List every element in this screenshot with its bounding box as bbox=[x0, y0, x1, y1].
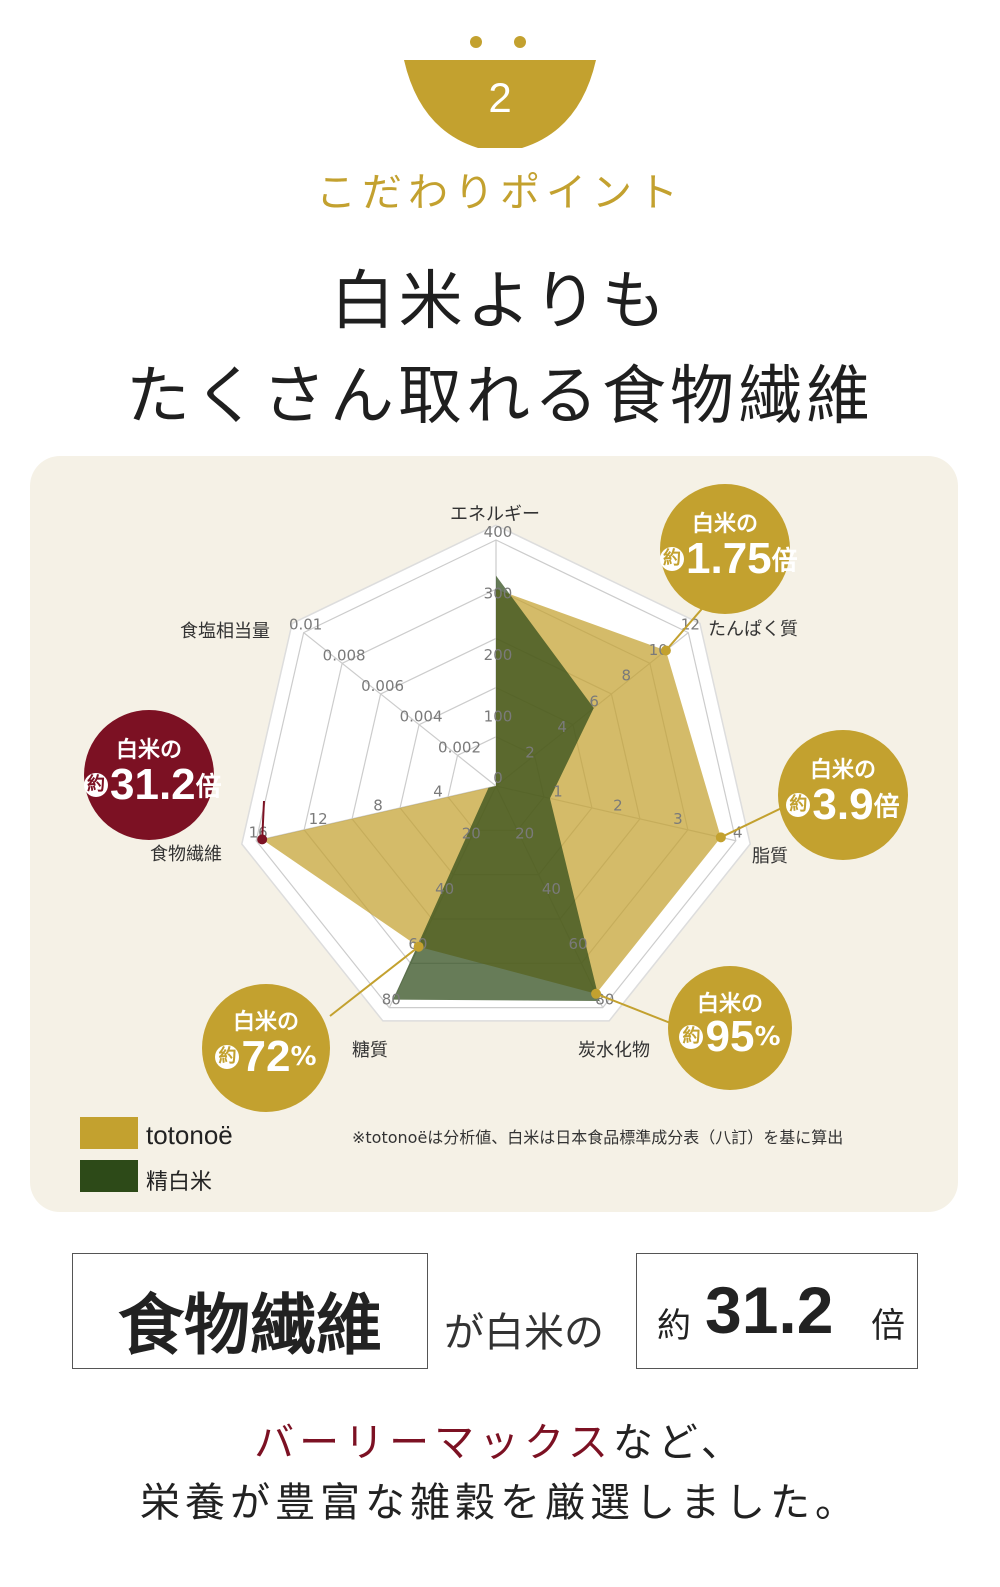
legend-label-white-rice: 精白米 bbox=[146, 1170, 213, 1195]
tick-label-axis4-2: 40 bbox=[542, 880, 561, 898]
callout-dot-3 bbox=[591, 988, 602, 999]
legend-swatch-totonoe bbox=[80, 1117, 138, 1149]
axis-label-protein: たんぱく質 bbox=[708, 619, 798, 640]
closing-accent: バーリーマックス bbox=[254, 1420, 613, 1466]
summary-value: 31.2 bbox=[705, 1273, 834, 1347]
axis-label-carbohydrate: 炭水化物 bbox=[578, 1040, 650, 1061]
tick-label-axis5-1: 20 bbox=[462, 824, 481, 842]
tick-label-axis1-4: 300 bbox=[484, 585, 513, 603]
radar-spoke-7 bbox=[303, 632, 497, 787]
radar-grid-ring-5 bbox=[255, 539, 737, 1009]
closing-line1-rest: など、 bbox=[612, 1420, 746, 1466]
tick-label-axis4-3: 60 bbox=[569, 935, 588, 953]
tick-label-axis5-4: 80 bbox=[382, 991, 401, 1009]
tick-label-axis1-2: 100 bbox=[484, 708, 513, 726]
page-title-line2: たくさん取れる食物繊維 bbox=[126, 360, 874, 434]
callout-dot-1 bbox=[660, 645, 671, 656]
summary-box-ratio: 約 31.2 倍 bbox=[636, 1253, 918, 1369]
callout-protein: 白米の 約 1.75倍 bbox=[660, 484, 798, 614]
callout-dot-4 bbox=[413, 941, 424, 952]
bowl-icon bbox=[404, 60, 596, 148]
series-area-2 bbox=[393, 575, 600, 1001]
closing-line1: バーリーマックスなど、 bbox=[0, 1410, 1000, 1468]
tick-label-axis7-5: 0.01 bbox=[289, 616, 322, 634]
chart-footnote: ※totonoëは分析値、白米は日本食品標準成分表（八訂）を基に算出 bbox=[352, 1128, 844, 1147]
callout-connector-4 bbox=[329, 945, 420, 1017]
summary-box-fiber: 食物繊維 bbox=[72, 1253, 428, 1369]
tick-label-axis7-2: 0.004 bbox=[400, 708, 443, 726]
tick-label-axis2-3: 6 bbox=[589, 692, 599, 710]
callout-connector-2 bbox=[720, 803, 791, 839]
bowl-eyes-icon bbox=[470, 36, 530, 50]
tick-label-axis3-1: 1 bbox=[553, 783, 563, 801]
tick-label-axis7-1: 0.002 bbox=[438, 738, 481, 756]
point-number: 2 bbox=[488, 74, 512, 121]
summary-fiber-text: 食物繊維 bbox=[118, 1287, 382, 1364]
tick-label-axis1-5: 400 bbox=[484, 523, 513, 541]
callout-fat: 白米の 約 3.9倍 bbox=[778, 730, 908, 860]
tick-label-axis6-1: 4 bbox=[433, 783, 443, 801]
tick-label-axis2-2: 4 bbox=[557, 718, 567, 736]
summary-middle-text: が白米の bbox=[444, 1310, 604, 1356]
axis-label-fat: 脂質 bbox=[752, 846, 788, 867]
summary-suffix: 倍 bbox=[871, 1306, 905, 1346]
tick-label-axis5-2: 40 bbox=[435, 880, 454, 898]
point-label: こだわりポイント bbox=[316, 170, 684, 216]
tick-label-axis6-2: 8 bbox=[373, 796, 383, 814]
radar-chart: 0100200300400246810121234204060802040608… bbox=[240, 523, 791, 1027]
callout-carbohydrate: 白米の 約 95% bbox=[668, 966, 792, 1090]
summary-prefix: 約 bbox=[657, 1306, 691, 1346]
tick-label-axis1-3: 200 bbox=[484, 646, 513, 664]
callout-dot-2 bbox=[715, 832, 726, 843]
callout-dot-5 bbox=[257, 834, 268, 845]
tick-label-axis3-3: 3 bbox=[673, 810, 683, 828]
callout-fiber: 白米の 約 31.2倍 bbox=[84, 710, 222, 840]
tick-label-axis2-5: 10 bbox=[649, 641, 668, 659]
tick-label-axis3-4: 4 bbox=[733, 824, 743, 842]
tick-label-axis2-4: 8 bbox=[621, 667, 631, 685]
tick-label-axis7-3: 0.006 bbox=[361, 677, 404, 695]
tick-label-axis6-3: 12 bbox=[309, 810, 328, 828]
tick-label-axis7-4: 0.008 bbox=[323, 646, 366, 664]
tick-label-axis4-1: 20 bbox=[515, 824, 534, 842]
tick-label-axis2-1: 2 bbox=[525, 743, 535, 761]
axis-label-fiber: 食物繊維 bbox=[150, 844, 222, 865]
legend-label-totonoe: totonoë bbox=[146, 1120, 233, 1150]
legend-swatch-white-rice bbox=[80, 1160, 138, 1192]
tick-label-axis1-1: 0 bbox=[493, 769, 503, 787]
radar-spoke-6 bbox=[256, 785, 497, 842]
callout-sugar: 白米の 約 72% bbox=[202, 984, 330, 1112]
callout-connector-3 bbox=[595, 992, 679, 1027]
closing-line2: 栄養が豊富な雑穀を厳選しました。 bbox=[140, 1480, 860, 1526]
callout-connector-5 bbox=[261, 800, 265, 840]
axis-label-sugar: 糖質 bbox=[352, 1040, 388, 1061]
axis-label-energy: エネルギー bbox=[450, 504, 540, 525]
page-title-line1: 白米よりも bbox=[330, 265, 670, 339]
tick-label-axis3-2: 2 bbox=[613, 796, 623, 814]
axis-label-salt: 食塩相当量 bbox=[180, 621, 270, 642]
